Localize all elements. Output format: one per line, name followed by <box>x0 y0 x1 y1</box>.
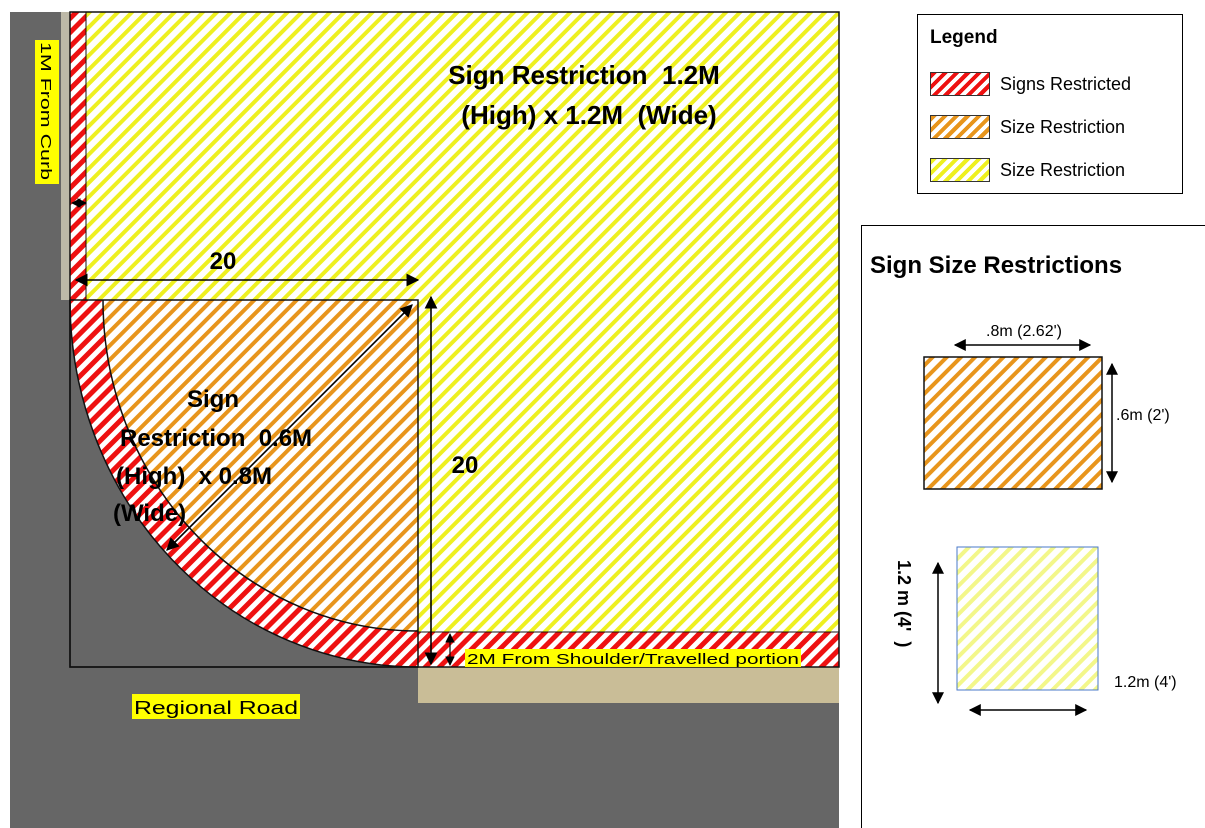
shoulder-offset-label-highlight <box>465 649 801 667</box>
corner-box <box>69 299 419 668</box>
curb-strip <box>61 12 70 300</box>
legend-label: Size Restriction <box>1000 117 1126 137</box>
zone-orange-label-line3: (High) x 0.8M <box>116 463 272 490</box>
yellow-zone <box>86 12 839 632</box>
dimension-label-vertical: 20 <box>452 452 479 479</box>
curb-offset-label-highlight <box>35 40 59 184</box>
legend-panel: Legend Signs Restricted Size Restriction… <box>917 14 1183 194</box>
large-sign-height-label: 1.2 m (4' ) <box>894 560 914 647</box>
legend-label: Size Restriction <box>1000 160 1126 180</box>
red-strip-curb <box>70 12 86 300</box>
sign-size-panel: Sign Size Restrictions <box>861 225 1205 828</box>
sign-size-title: Sign Size Restrictions <box>870 252 1123 279</box>
legend-item-size-restriction-orange: Size Restriction <box>930 115 1175 141</box>
road-label-highlight <box>132 694 300 719</box>
road-label: Regional Road <box>134 698 298 718</box>
curb-offset-label: 1M From Curb <box>37 42 54 180</box>
legend-swatch-orange <box>930 115 990 139</box>
legend-swatch-yellow <box>930 158 990 182</box>
small-sign-height-label: .6m (2') <box>1116 407 1170 424</box>
outer-curve <box>69 299 419 668</box>
zone-yellow-label-line1: Sign Restriction 1.2M <box>448 60 720 90</box>
diagonal-arrow <box>166 304 413 551</box>
zone-orange-label-line4: (Wide) <box>113 500 186 527</box>
large-sign-box <box>956 546 1099 691</box>
legend-item-signs-restricted: Signs Restricted <box>930 72 1175 98</box>
legend-label: Signs Restricted <box>1000 74 1132 94</box>
zone-yellow-label-line2: (High) x 1.2M (Wide) <box>461 100 716 130</box>
shoulder-offset-label: 2M From Shoulder/Travelled portion <box>467 651 799 668</box>
legend-title: Legend <box>930 27 998 48</box>
large-sign-width-label: 1.2m (4') <box>1114 674 1177 691</box>
small-sign-box <box>923 356 1103 490</box>
legend-item-size-restriction-yellow: Size Restriction <box>930 158 1175 184</box>
zone-orange-label-line2: Restriction 0.6M <box>120 425 312 452</box>
zone-orange-label-line1: Sign <box>187 386 239 413</box>
shoulder <box>418 667 839 703</box>
small-sign-width-label: .8m (2.62') <box>986 323 1062 340</box>
legend-swatch-red <box>930 72 990 96</box>
dimension-label-horizontal: 20 <box>210 248 237 275</box>
curb-offset-label-group: 1M From Curb <box>35 40 59 184</box>
